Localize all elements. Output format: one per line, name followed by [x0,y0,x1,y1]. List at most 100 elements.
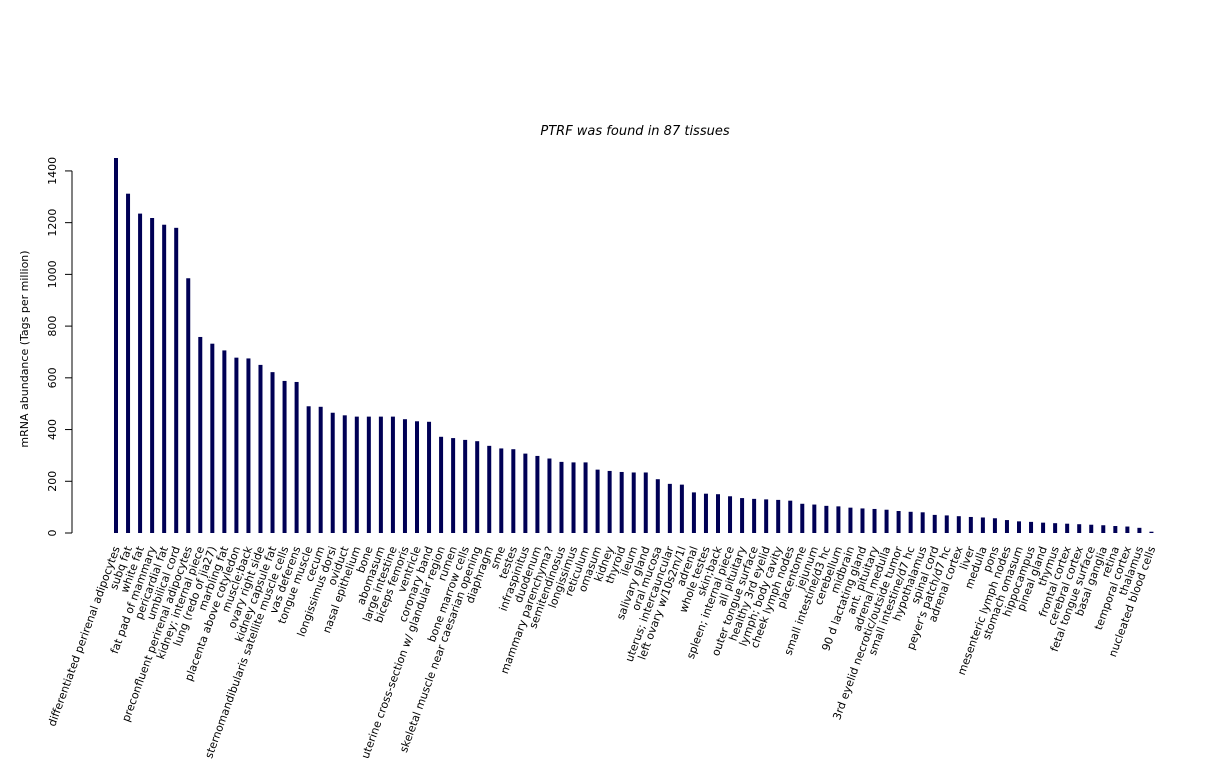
bar [824,505,829,533]
y-tick-label: 1200 [46,209,59,237]
bar [1101,525,1106,533]
bar [366,416,371,533]
bar [246,358,251,533]
bar [427,421,432,533]
bar [1017,521,1021,533]
bar [1065,523,1070,533]
y-axis: 0 200 400 600 800 1000 1200 1400 [46,157,73,537]
bar [932,514,937,533]
bar [198,336,203,533]
bar [1137,527,1142,533]
bar [595,469,600,533]
bar [511,449,516,533]
bar [908,511,913,533]
bar [1077,524,1082,533]
bar [547,458,552,533]
bar [968,516,973,533]
bar [836,506,841,533]
bar [607,470,612,533]
bar [643,472,648,533]
y-tick-label: 0 [46,530,59,537]
x-tick-label: differentiated perirenal adipocytes [45,544,122,728]
bar [728,496,733,533]
bar [1089,524,1094,533]
bar [679,484,684,533]
bar [691,492,696,533]
bar [752,498,757,533]
bar [451,438,456,533]
bar [884,509,889,533]
bar [667,483,672,533]
bar [378,416,383,533]
bar [1041,522,1046,533]
bar [150,218,155,533]
y-tick-label: 400 [46,419,59,440]
bar [655,479,660,533]
bar [138,213,143,533]
bar [282,380,287,533]
bar [499,448,504,533]
bar [848,507,853,533]
bar [390,416,395,533]
bar [318,406,323,533]
bar [896,511,901,533]
bar [944,515,949,533]
y-axis-title: mRNA abundance (Tags per million) [18,250,31,447]
bar [222,350,227,533]
bar [992,518,997,533]
bar [186,278,191,533]
bar [1053,523,1058,533]
y-tick-label: 1000 [46,260,59,288]
bar [1149,531,1154,533]
bar [258,364,263,533]
bar [920,512,925,533]
bar [294,381,299,533]
bar [475,441,480,533]
bar [559,461,564,533]
bar [342,415,347,533]
chart-title: PTRF was found in 87 tissues [540,124,729,139]
bar [956,516,961,533]
bar [174,227,179,534]
y-tick-label: 1400 [46,157,59,185]
bar [535,455,540,533]
bar [1029,521,1034,533]
y-tick-label: 600 [46,367,59,388]
bar [523,453,528,533]
bar [716,494,720,533]
bar [487,445,492,533]
bar [126,193,131,534]
bar [439,436,444,533]
bar [571,462,576,533]
y-tick-label: 800 [46,316,59,337]
bar [583,462,588,533]
bar [872,508,877,533]
bar [330,412,335,533]
bar [980,517,985,533]
bar [306,406,311,533]
bar [210,343,215,533]
bar [800,503,805,533]
bar [234,357,239,533]
bar [402,419,407,533]
bar [354,416,359,533]
y-tick-label: 200 [46,471,59,492]
bar [788,500,793,533]
bar [114,158,118,533]
bar [776,499,781,533]
bars-group [114,158,1154,534]
x-axis-labels: differentiated perirenal adipocytessubq … [45,544,1158,761]
bar [764,499,769,533]
bar [1125,526,1130,533]
bar [1004,520,1009,533]
bar [812,504,817,533]
bar [162,224,167,534]
bar [463,439,468,533]
bar [703,493,708,533]
bar [415,421,419,533]
bar [740,498,745,533]
bar [619,471,624,533]
bar [631,472,636,533]
bar [1113,526,1118,533]
